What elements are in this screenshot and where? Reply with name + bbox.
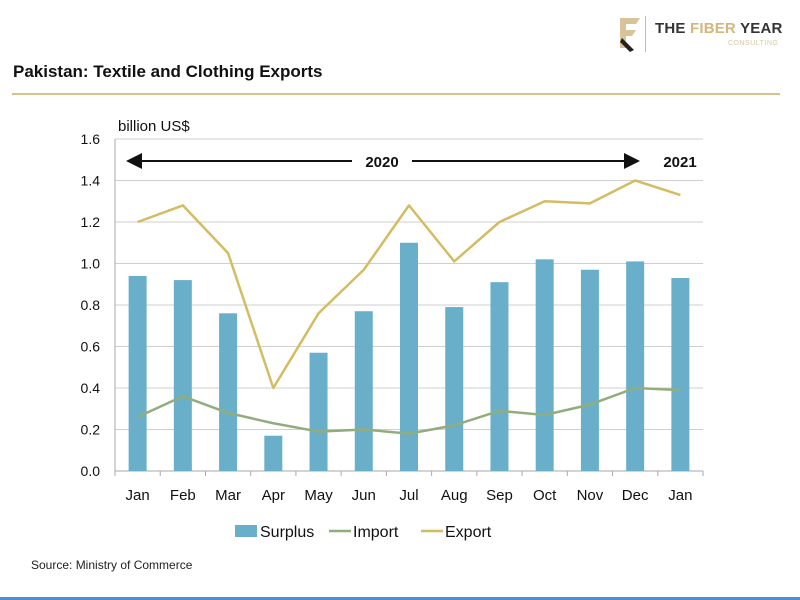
bar-surplus bbox=[626, 261, 645, 471]
y-tick-label: 0.8 bbox=[81, 297, 101, 313]
legend-label-surplus: Surplus bbox=[260, 524, 314, 541]
legend-label-export: Export bbox=[445, 524, 492, 541]
y-tick-label: 1.4 bbox=[81, 173, 101, 189]
y-tick-label: 0.0 bbox=[81, 463, 101, 479]
bar-surplus bbox=[580, 269, 599, 471]
x-tick-label: Dec bbox=[622, 487, 649, 504]
x-tick-label: Apr bbox=[262, 487, 285, 504]
bar-surplus bbox=[173, 280, 192, 471]
bar-surplus bbox=[445, 307, 464, 471]
x-tick-label: Oct bbox=[533, 487, 557, 504]
x-tick-label: Jan bbox=[126, 487, 150, 504]
y-tick-label: 0.6 bbox=[81, 339, 101, 355]
y-tick-label: 1.6 bbox=[81, 131, 101, 147]
x-tick-label: Sep bbox=[486, 487, 513, 504]
y-tick-label: 0.2 bbox=[81, 422, 101, 438]
bar-surplus bbox=[490, 282, 509, 471]
line-export bbox=[137, 179, 681, 390]
bar-surplus bbox=[219, 313, 238, 471]
x-tick-label: May bbox=[304, 487, 333, 504]
x-tick-label: Feb bbox=[170, 487, 196, 504]
bar-surplus bbox=[264, 435, 283, 471]
y-tick-label: 0.4 bbox=[81, 380, 101, 396]
bar-surplus bbox=[671, 278, 690, 471]
bar-surplus bbox=[535, 259, 554, 471]
x-tick-label: Mar bbox=[215, 487, 241, 504]
x-tick-label: Jul bbox=[399, 487, 418, 504]
year-label-2021: 2021 bbox=[663, 154, 696, 171]
bar-surplus bbox=[309, 352, 328, 471]
company-logo bbox=[620, 16, 646, 52]
x-tick-label: Nov bbox=[577, 487, 604, 504]
logo-brand: THE FIBER YEAR bbox=[655, 20, 783, 37]
source-note: Source: Ministry of Commerce bbox=[31, 558, 193, 572]
y-axis-label: billion US$ bbox=[118, 118, 190, 135]
title-divider bbox=[12, 93, 780, 95]
chart-title: Pakistan: Textile and Clothing Exports bbox=[13, 62, 323, 81]
x-tick-label: Jun bbox=[352, 487, 376, 504]
line-import bbox=[137, 386, 681, 435]
bar-surplus bbox=[354, 311, 373, 471]
bar-surplus bbox=[128, 275, 147, 471]
bottom-border bbox=[0, 597, 800, 600]
y-tick-label: 1.0 bbox=[81, 256, 101, 272]
x-tick-label: Jan bbox=[668, 487, 692, 504]
year-label-2020: 2020 bbox=[365, 154, 398, 171]
bar-surplus bbox=[400, 242, 418, 471]
legend-label-import: Import bbox=[353, 524, 399, 541]
legend-swatch-surplus bbox=[235, 525, 257, 537]
y-tick-label: 1.2 bbox=[81, 214, 101, 230]
logo-subtitle: CONSULTING bbox=[728, 40, 779, 47]
x-tick-label: Aug bbox=[441, 487, 468, 504]
